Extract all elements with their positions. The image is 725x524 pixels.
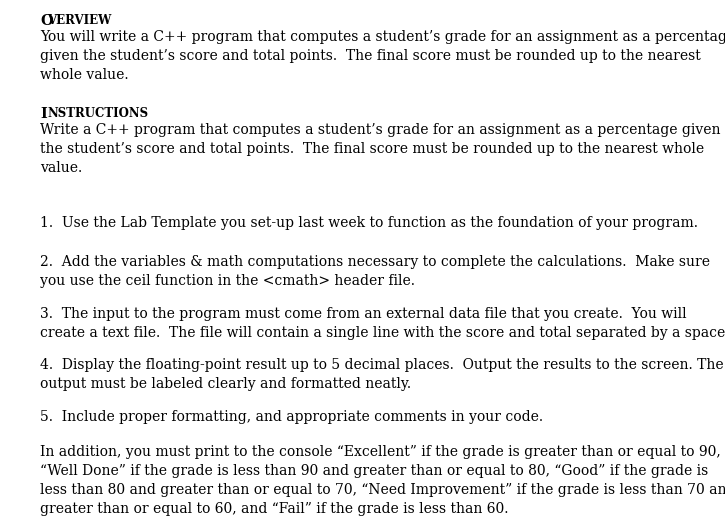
- Text: Write a C++ program that computes a student’s grade for an assignment as a perce: Write a C++ program that computes a stud…: [40, 123, 721, 175]
- Text: 4.  Display the floating-point result up to 5 decimal places.  Output the result: 4. Display the floating-point result up …: [40, 358, 724, 391]
- Text: 2.  Add the variables & math computations necessary to complete the calculations: 2. Add the variables & math computations…: [40, 255, 710, 288]
- Text: NSTRUCTIONS: NSTRUCTIONS: [48, 107, 149, 120]
- Text: In addition, you must print to the console “Excellent” if the grade is greater t: In addition, you must print to the conso…: [40, 445, 725, 516]
- Text: I: I: [40, 107, 46, 121]
- Text: 3.  The input to the program must come from an external data file that you creat: 3. The input to the program must come fr…: [40, 307, 725, 340]
- Text: You will write a C++ program that computes a student’s grade for an assignment a: You will write a C++ program that comput…: [40, 30, 725, 82]
- Text: 5.  Include proper formatting, and appropriate comments in your code.: 5. Include proper formatting, and approp…: [40, 410, 543, 424]
- Text: VERVIEW: VERVIEW: [48, 14, 112, 27]
- Text: 1.  Use the Lab Template you set-up last week to function as the foundation of y: 1. Use the Lab Template you set-up last …: [40, 216, 698, 230]
- Text: O: O: [40, 14, 53, 28]
